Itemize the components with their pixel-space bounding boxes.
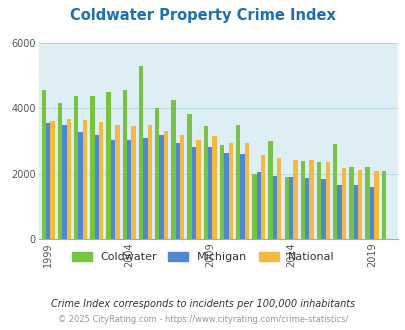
Bar xyxy=(143,139,147,239)
Bar xyxy=(288,177,292,239)
Bar xyxy=(373,171,377,239)
Bar xyxy=(115,125,119,239)
Bar xyxy=(90,96,94,239)
Bar xyxy=(252,174,256,239)
Bar xyxy=(187,114,191,239)
Text: Coldwater Property Crime Index: Coldwater Property Crime Index xyxy=(70,8,335,23)
Bar xyxy=(131,126,135,239)
Bar xyxy=(127,140,131,239)
Bar xyxy=(58,103,62,239)
Bar xyxy=(74,96,78,239)
Bar xyxy=(159,135,163,239)
Bar xyxy=(369,186,373,239)
Bar xyxy=(272,177,276,239)
Bar xyxy=(292,160,297,239)
Bar xyxy=(357,170,361,239)
Bar xyxy=(364,167,369,239)
Bar xyxy=(191,147,196,239)
Bar xyxy=(219,145,224,239)
Bar xyxy=(42,90,46,239)
Bar xyxy=(353,185,357,239)
Bar xyxy=(203,126,207,239)
Bar xyxy=(66,119,71,239)
Bar xyxy=(316,162,320,239)
Bar xyxy=(122,90,127,239)
Legend: Coldwater, Michigan, National: Coldwater, Michigan, National xyxy=(67,248,338,267)
Bar xyxy=(320,179,325,239)
Bar xyxy=(276,158,281,239)
Bar xyxy=(207,147,212,239)
Bar xyxy=(240,154,244,239)
Bar xyxy=(175,143,179,239)
Bar xyxy=(224,153,228,239)
Bar xyxy=(325,162,329,239)
Bar xyxy=(337,185,341,239)
Bar xyxy=(163,131,168,239)
Bar xyxy=(99,122,103,239)
Bar xyxy=(268,141,272,239)
Bar xyxy=(332,144,337,239)
Bar xyxy=(139,66,143,239)
Bar xyxy=(171,100,175,239)
Bar xyxy=(111,141,115,239)
Text: Crime Index corresponds to incidents per 100,000 inhabitants: Crime Index corresponds to incidents per… xyxy=(51,299,354,309)
Bar xyxy=(46,123,50,239)
Bar xyxy=(106,92,111,239)
Bar xyxy=(256,173,260,239)
Bar xyxy=(341,168,345,239)
Bar xyxy=(235,125,240,239)
Bar xyxy=(179,135,184,239)
Bar xyxy=(196,140,200,239)
Bar xyxy=(284,177,288,239)
Bar xyxy=(212,136,216,239)
Bar xyxy=(381,171,385,239)
Bar xyxy=(155,108,159,239)
Bar xyxy=(94,135,99,239)
Bar xyxy=(228,143,232,239)
Bar xyxy=(300,161,304,239)
Bar xyxy=(50,121,55,239)
Bar xyxy=(78,132,83,239)
Bar xyxy=(83,120,87,239)
Bar xyxy=(62,125,66,239)
Bar xyxy=(309,160,313,239)
Bar xyxy=(260,155,264,239)
Bar xyxy=(304,178,309,239)
Text: © 2025 CityRating.com - https://www.cityrating.com/crime-statistics/: © 2025 CityRating.com - https://www.city… xyxy=(58,315,347,324)
Bar xyxy=(348,167,353,239)
Bar xyxy=(244,143,248,239)
Bar xyxy=(147,125,151,239)
